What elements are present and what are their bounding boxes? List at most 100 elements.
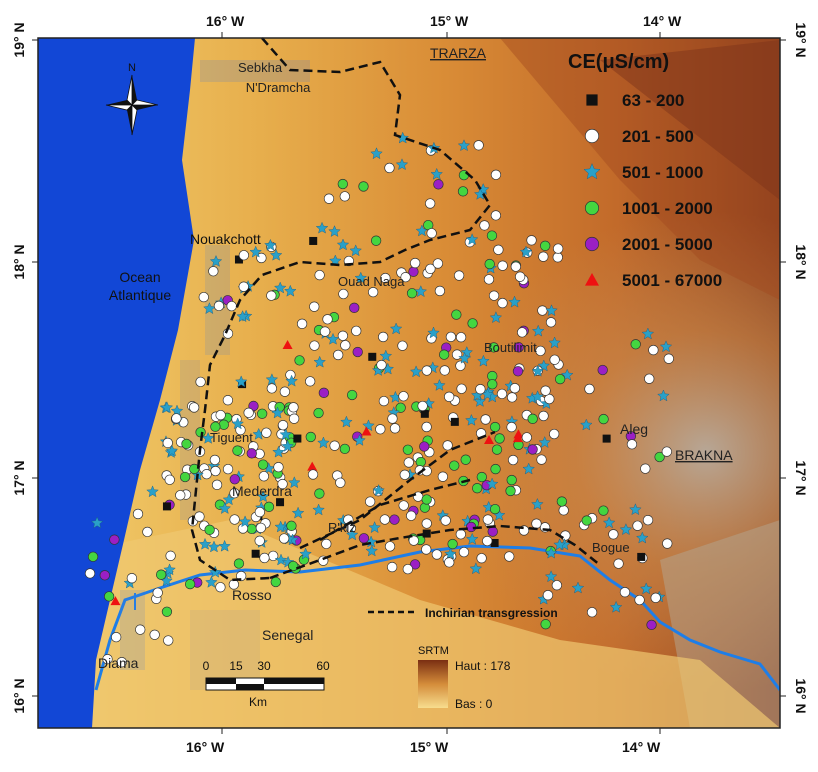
sample-point	[522, 462, 535, 475]
sample-point	[455, 332, 467, 343]
srtm-title: SRTM	[418, 645, 449, 657]
sample-point	[208, 565, 222, 578]
sample-point	[209, 254, 223, 267]
sample-point	[430, 167, 443, 180]
sample-point	[483, 274, 495, 285]
sample-point	[291, 506, 305, 519]
sample-point	[349, 244, 362, 257]
sample-point	[619, 523, 633, 536]
sample-point	[271, 406, 284, 419]
sample-point	[218, 539, 231, 552]
sample-point	[378, 331, 389, 343]
sample-point	[387, 413, 398, 424]
legend-label: 5001 - 67000	[622, 271, 722, 290]
sample-point	[487, 379, 498, 390]
legend-label: 63 - 200	[622, 91, 684, 110]
sample-point	[458, 351, 471, 364]
sample-point	[422, 529, 431, 538]
sample-point	[581, 515, 592, 526]
sample-point	[273, 461, 284, 473]
sample-point	[490, 463, 501, 475]
sample-point	[443, 391, 455, 402]
sample-point	[313, 407, 324, 419]
sample-point	[210, 421, 221, 432]
sample-point	[266, 290, 277, 301]
sample-point	[417, 400, 428, 412]
sample-point	[243, 407, 254, 418]
sample-point	[307, 469, 319, 480]
sample-point	[514, 271, 526, 282]
sample-point	[282, 339, 293, 349]
sample-point	[103, 591, 115, 602]
sample-point	[358, 533, 370, 544]
north-arrow-icon: N	[105, 62, 159, 136]
sample-point	[602, 434, 611, 443]
sample-point	[519, 245, 533, 258]
sample-point	[222, 493, 236, 506]
sample-point	[476, 471, 487, 483]
sample-point	[526, 235, 537, 246]
sample-point	[527, 444, 538, 455]
sample-point	[556, 496, 568, 507]
sample-point	[213, 300, 225, 312]
sample-point	[254, 535, 265, 546]
sample-point	[278, 533, 290, 544]
sample-point	[229, 514, 240, 525]
sample-point	[384, 162, 395, 174]
sample-point	[233, 558, 245, 569]
sample-point	[497, 260, 508, 271]
sample-point	[545, 317, 557, 328]
sample-point	[256, 490, 270, 503]
sample-point	[598, 413, 609, 425]
label-trarza: TRARZA	[430, 45, 487, 61]
sample-point	[608, 529, 619, 540]
sample-point	[488, 290, 500, 301]
sample-point	[552, 252, 563, 263]
sample-point	[346, 528, 359, 541]
sample-point	[314, 269, 325, 281]
sample-point	[198, 537, 212, 550]
sample-point	[646, 619, 657, 631]
sample-point	[286, 520, 297, 531]
sample-point	[506, 421, 517, 433]
sample-point	[266, 383, 277, 394]
sample-point	[255, 522, 267, 533]
sample-point	[409, 257, 421, 269]
sample-point	[87, 551, 99, 562]
sample-point	[375, 424, 386, 435]
sample-point	[510, 261, 522, 272]
sample-point	[659, 340, 673, 353]
sample-point	[521, 432, 532, 443]
sample-point	[234, 255, 243, 264]
sample-point	[455, 529, 466, 540]
sample-point	[513, 342, 524, 353]
sample-point	[333, 349, 344, 361]
sample-point	[482, 514, 494, 525]
sample-point	[598, 505, 609, 516]
sample-point	[449, 460, 460, 471]
sample-point	[90, 516, 104, 529]
sample-point	[637, 552, 646, 561]
label-senegal: Senegal	[262, 627, 313, 643]
sample-point	[402, 563, 413, 575]
sample-point	[285, 374, 298, 387]
sample-point	[156, 569, 167, 580]
sample-point	[544, 393, 555, 405]
sample-point	[288, 402, 299, 413]
sample-point	[264, 238, 277, 251]
sample-point	[402, 444, 414, 455]
sample-point	[204, 524, 215, 535]
sample-point	[163, 635, 174, 646]
sample-point	[208, 266, 219, 277]
label-rosso: Rosso	[232, 587, 272, 603]
scale-tick-60: 60	[316, 659, 330, 673]
sample-point	[457, 186, 469, 197]
sample-point	[234, 375, 248, 388]
sample-point	[288, 476, 301, 489]
sample-point	[326, 332, 340, 345]
sample-point	[642, 515, 654, 526]
sample-point	[376, 359, 387, 371]
sample-point	[389, 322, 403, 335]
sample-point	[540, 240, 551, 251]
sample-point	[657, 389, 670, 402]
